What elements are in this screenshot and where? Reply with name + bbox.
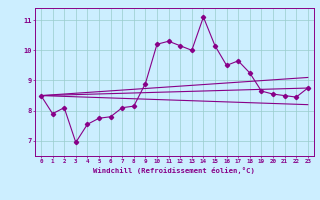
- X-axis label: Windchill (Refroidissement éolien,°C): Windchill (Refroidissement éolien,°C): [93, 167, 255, 174]
